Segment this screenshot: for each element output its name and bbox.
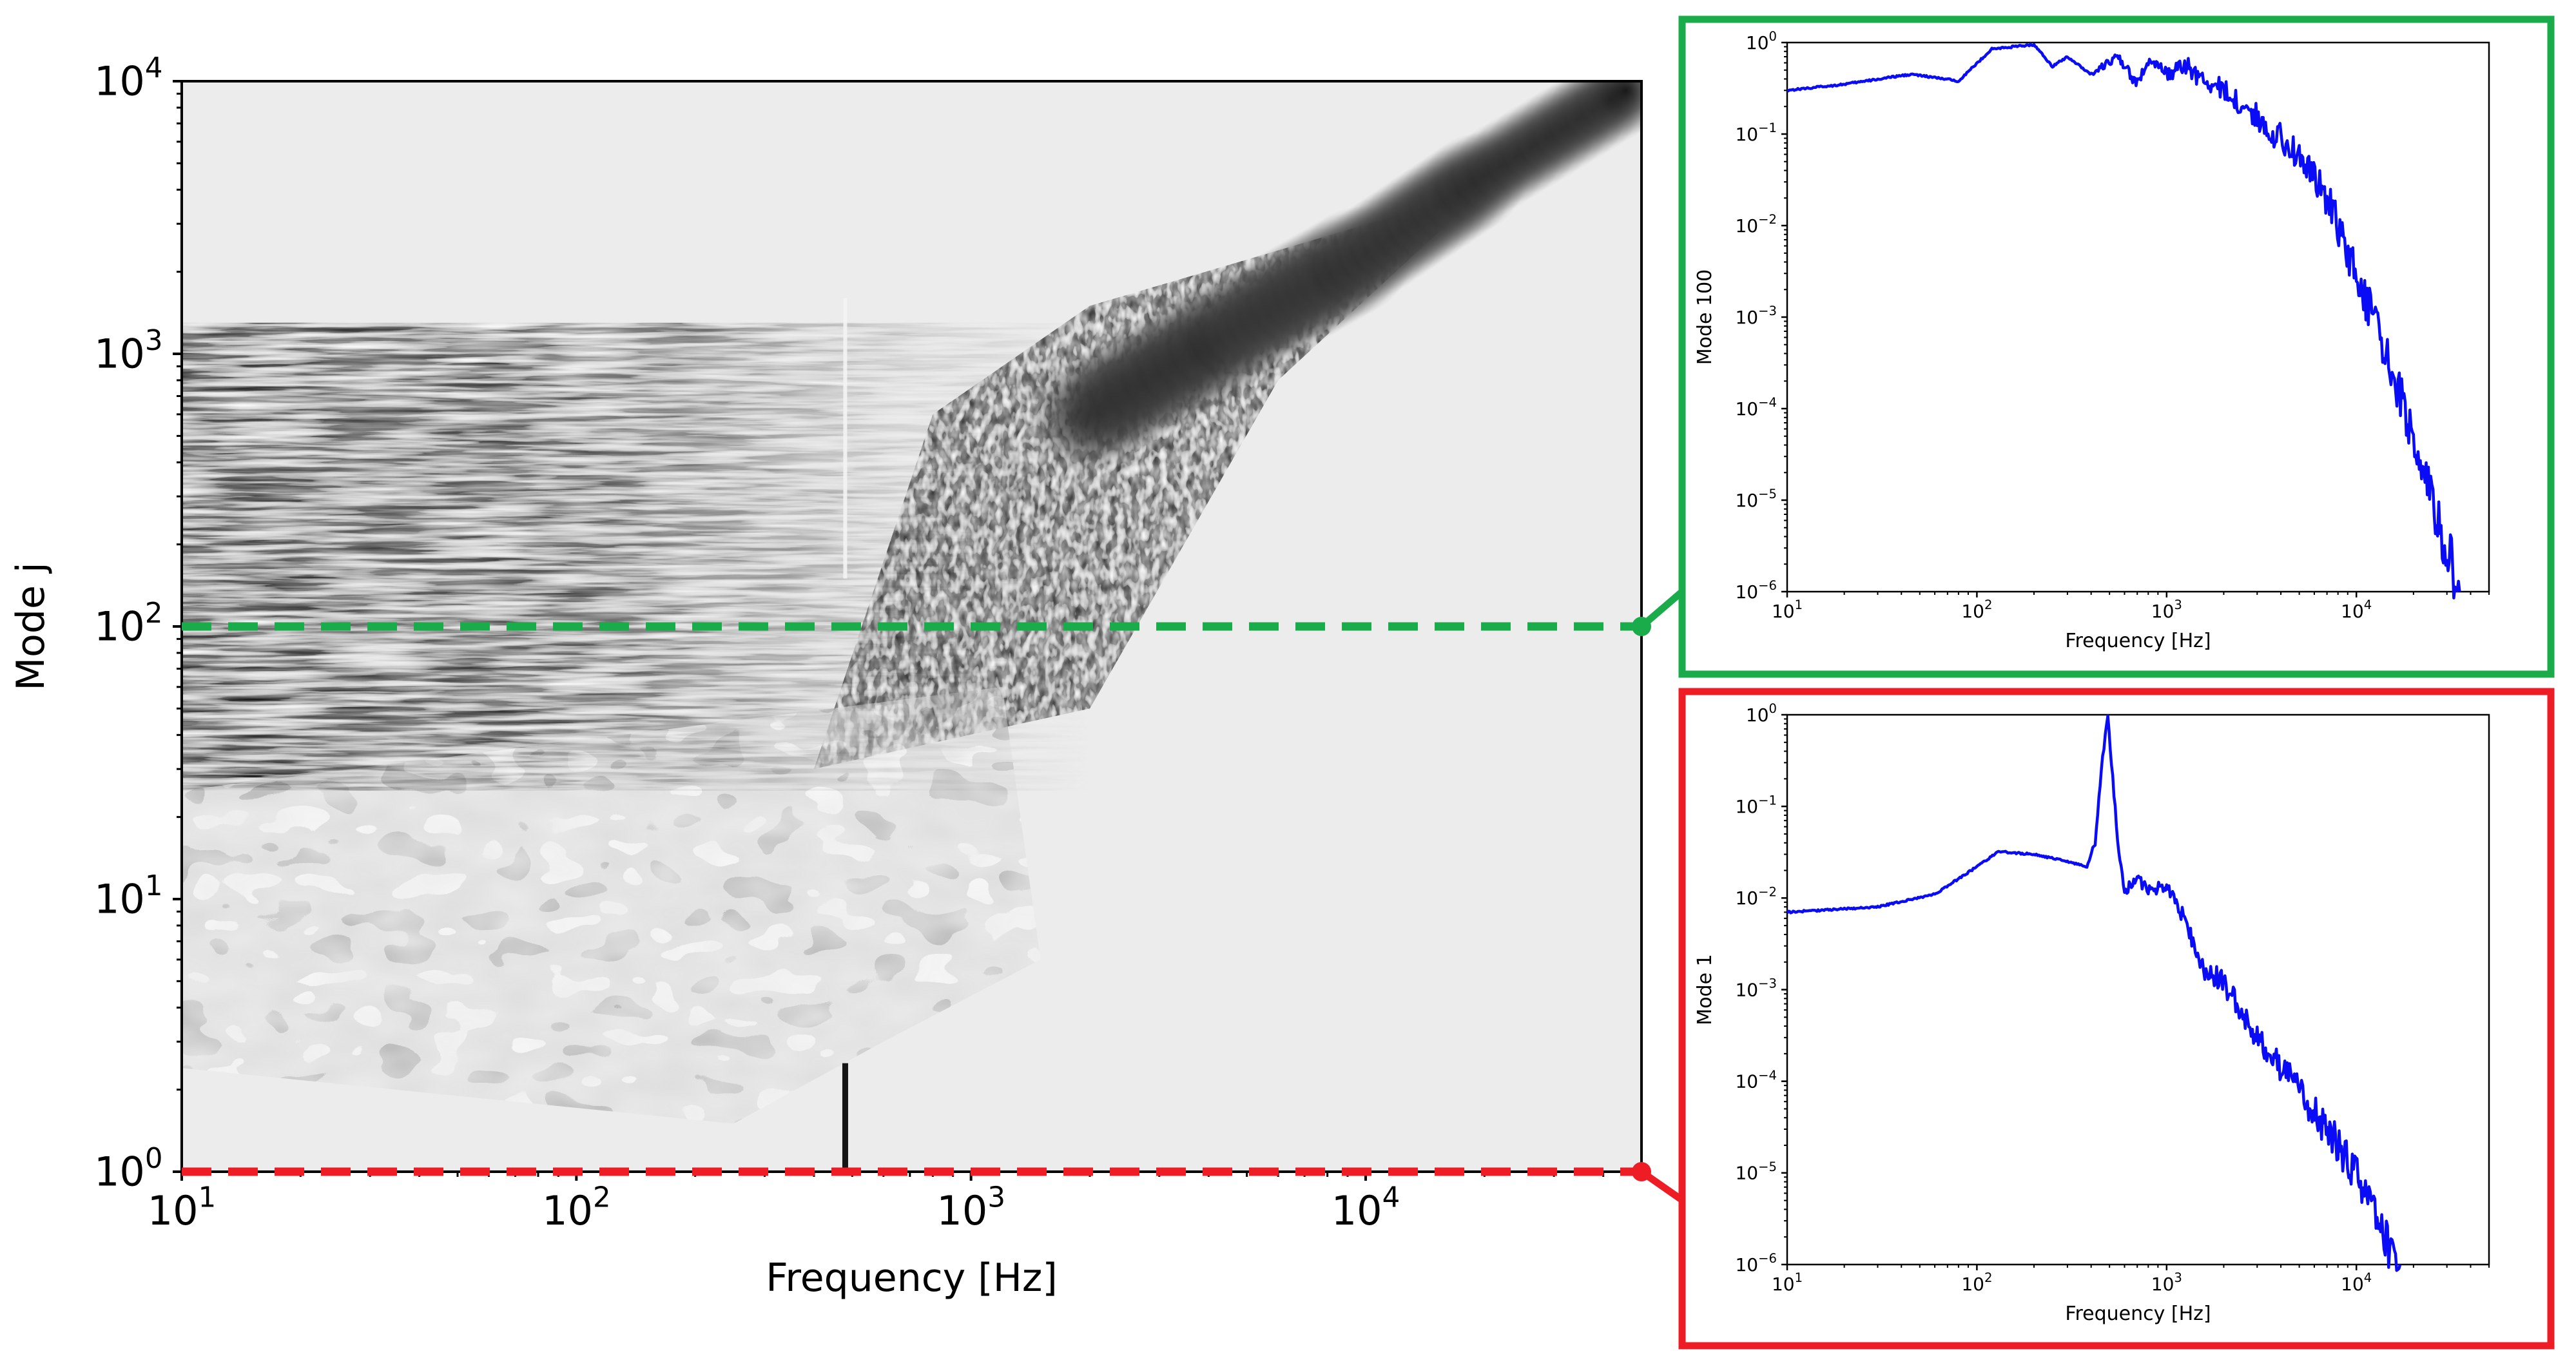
- mode-1-x-ticks: 101 102 103 104: [1772, 1265, 2490, 1295]
- mode-1-inset-border: [1678, 688, 2555, 1350]
- x-tick-label: 104: [2341, 1270, 2372, 1295]
- x-tick-label: 104: [1332, 1181, 1400, 1234]
- x-tick-label: 102: [1961, 1270, 1992, 1295]
- y-tick-label: 100: [1746, 701, 1777, 726]
- y-tick-label: 101: [94, 870, 163, 923]
- x-tick-label: 103: [2151, 1270, 2182, 1295]
- main-x-axis-label: Frequency [Hz]: [766, 1256, 1057, 1301]
- mode-1-connector: [1639, 1168, 1685, 1203]
- y-tick-label: 103: [94, 325, 163, 378]
- y-tick-label: 10−2: [1735, 885, 1777, 909]
- y-tick-label: 100: [94, 1143, 163, 1196]
- y-tick-label: 10−5: [1735, 1159, 1777, 1184]
- mode-100-y-ticks: 10−6 10−5 10−4 10−3 10−2 10−1 100: [1735, 29, 1787, 603]
- y-tick-label: 10−3: [1735, 304, 1777, 328]
- x-tick-label: 102: [1961, 597, 1992, 622]
- mode-100-connector: [1639, 588, 1685, 630]
- mode-100-inset-border: [1678, 15, 2555, 678]
- mode-100-spectrum-line: [1787, 43, 2461, 600]
- y-tick-label: 10−6: [1735, 1251, 1777, 1275]
- main-y-ticks: 100 101 102 103 104: [94, 52, 182, 1196]
- x-tick-label: 101: [148, 1181, 217, 1234]
- y-tick-label: 10−1: [1735, 121, 1777, 145]
- y-tick-label: 102: [94, 597, 163, 650]
- mode-1-inset: 101 102 103 104 10−6 10−5 10−4 10−3 10−2 10−1 100…: [1678, 688, 2555, 1350]
- x-tick-label: 103: [936, 1181, 1005, 1234]
- x-tick-label: 101: [1772, 597, 1803, 622]
- inset-connectors: [1639, 588, 1685, 1203]
- mode-1-y-ticks: 10−6 10−5 10−4 10−3 10−2 10−1 100: [1735, 701, 1787, 1275]
- x-tick-label: 102: [542, 1181, 611, 1234]
- y-tick-label: 10−1: [1735, 793, 1777, 817]
- y-tick-label: 100: [1746, 29, 1777, 53]
- x-tick-label: 104: [2341, 597, 2372, 622]
- mode-1-y-axis-label: Mode 1: [1694, 954, 1716, 1025]
- y-tick-label: 10−2: [1735, 212, 1777, 237]
- main-y-axis-label: Mode j: [8, 562, 53, 690]
- y-tick-label: 10−4: [1735, 1068, 1777, 1092]
- mode-100-inset: 101 102 103 104 10−6 10−5 10−4 10−3 10−2 10−1 100…: [1678, 15, 2555, 678]
- mode-100-x-ticks: 101 102 103 104: [1772, 592, 2490, 622]
- y-tick-label: 10−5: [1735, 487, 1777, 511]
- y-tick-label: 10−3: [1735, 976, 1777, 1001]
- mode-1-spectrum-line: [1786, 714, 2402, 1272]
- heatmap-features: [842, 81, 1641, 1172]
- x-tick-label: 101: [1772, 1270, 1803, 1295]
- y-tick-label: 104: [94, 52, 163, 105]
- main-x-ticks: 101 102 103 104: [148, 1172, 1643, 1234]
- mode-100-y-axis-label: Mode 100: [1694, 269, 1716, 365]
- x-tick-label: 103: [2151, 597, 2182, 622]
- y-tick-label: 10−4: [1735, 395, 1777, 420]
- mode-100-x-axis-label: Frequency [Hz]: [2065, 630, 2211, 652]
- y-tick-label: 10−6: [1735, 578, 1777, 603]
- mode-1-x-axis-label: Frequency [Hz]: [2065, 1303, 2211, 1325]
